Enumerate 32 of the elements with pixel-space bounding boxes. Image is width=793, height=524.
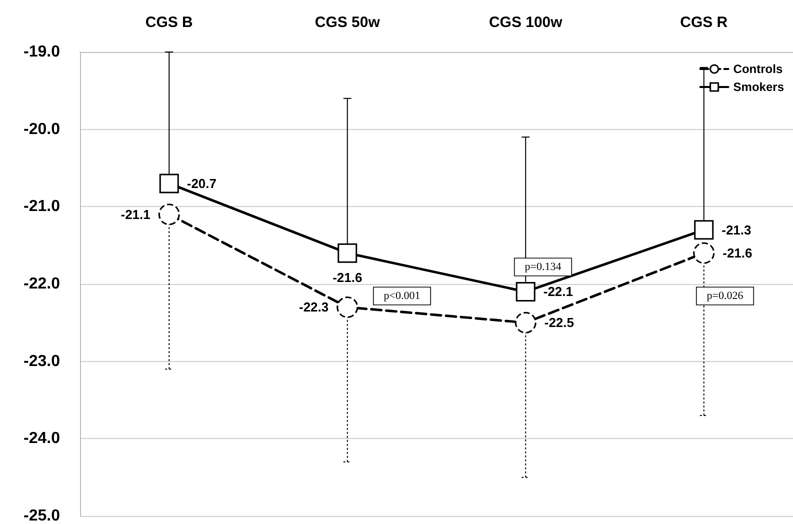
point [158,204,180,226]
data-label: -21.1 [120,206,150,222]
y-tick-label: -19.0 [24,44,60,60]
data-label: -22.5 [544,315,574,330]
y-tick-label: -20.0 [24,120,60,138]
point [516,282,536,302]
point [693,242,715,264]
y-tick-label: -23.0 [24,352,60,370]
point [514,312,536,334]
y-tick-label: -21.0 [24,198,60,216]
x-tick-label: CGS 50w [314,14,380,31]
annotation: p=0.026 [706,290,744,302]
legend-label: Controls [733,62,783,76]
point [336,296,358,318]
point [338,243,358,263]
legend-label: Smokers [733,80,784,94]
annotation: p<0.001 [384,290,420,302]
x-tick-label: CGS 100w [488,14,563,31]
data-label: -21.6 [722,246,752,261]
y-tick-label: -25.0 [24,508,60,524]
data-label: -22.1 [543,284,574,300]
y-tick-label: -22.0 [24,276,60,292]
x-tick-label: CGS B [145,14,194,31]
data-label: -21.6 [332,270,362,285]
y-tick-label: -24.0 [24,430,60,448]
point [159,174,179,194]
data-label: -22.3 [298,300,329,315]
data-label: -20.7 [186,176,217,191]
annotation: p=0.134 [524,261,562,273]
x-tick-label: CGS R [680,14,728,31]
point [694,220,714,240]
data-label: -21.3 [722,222,752,238]
